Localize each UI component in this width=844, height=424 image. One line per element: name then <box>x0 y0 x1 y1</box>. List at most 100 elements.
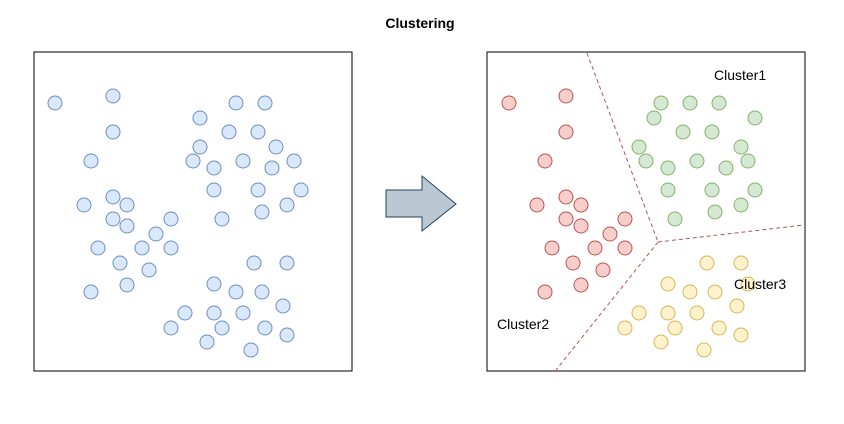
output-panel <box>486 51 806 372</box>
cluster1-point <box>675 124 691 140</box>
cluster1-point <box>660 182 676 198</box>
clustered-points <box>501 88 763 358</box>
unclustered-point <box>279 327 295 343</box>
unclustered-point <box>134 240 150 256</box>
unclustered-point <box>228 95 244 111</box>
unclustered-point <box>250 182 266 198</box>
unclustered-point <box>199 334 215 350</box>
unclustered-point <box>275 298 291 314</box>
cluster2-point <box>565 255 581 271</box>
cluster2-point <box>544 240 560 256</box>
right-arrow-icon <box>385 174 457 233</box>
cluster1-point <box>747 182 763 198</box>
unclustered-point <box>214 320 230 336</box>
unclustered-point <box>279 197 295 213</box>
unclustered-point <box>254 204 270 220</box>
cluster1-point <box>711 95 727 111</box>
cluster1-point <box>689 153 705 169</box>
boundary-line-3 <box>555 241 659 371</box>
cluster2-point <box>501 95 517 111</box>
cluster3-point <box>689 305 705 321</box>
unclustered-point <box>112 255 128 271</box>
cluster2-point <box>595 262 611 278</box>
unclustered-point <box>257 95 273 111</box>
unclustered-point <box>119 277 135 293</box>
unclustered-point <box>163 211 179 227</box>
unclustered-point <box>105 189 121 205</box>
unclustered-point <box>250 124 266 140</box>
unclustered-point <box>105 211 121 227</box>
unclustered-point <box>254 284 270 300</box>
unclustered-point <box>105 124 121 140</box>
unclustered-point <box>83 153 99 169</box>
cluster3-point <box>707 284 723 300</box>
cluster3-point <box>711 320 727 336</box>
cluster1-point <box>718 160 734 176</box>
cluster3-point <box>733 327 749 343</box>
unclustered-point <box>105 88 121 104</box>
cluster3-point <box>660 276 676 292</box>
cluster1-point <box>707 204 723 220</box>
unclustered-point <box>268 139 284 155</box>
unclustered-point <box>279 255 295 271</box>
unclustered-point <box>228 284 244 300</box>
cluster3-label: Cluster3 <box>734 276 786 292</box>
cluster2-point <box>573 277 589 293</box>
unclustered-points <box>47 88 309 358</box>
unclustered-point <box>192 110 208 126</box>
unclustered-point <box>141 262 157 278</box>
cluster1-point <box>682 95 698 111</box>
cluster1-point <box>667 211 683 227</box>
cluster2-point <box>529 197 545 213</box>
cluster3-point <box>617 320 633 336</box>
unclustered-point <box>47 95 63 111</box>
boundary-line-1 <box>586 52 659 243</box>
unclustered-point <box>206 305 222 321</box>
cluster1-label: Cluster1 <box>714 67 766 83</box>
cluster1-point <box>733 197 749 213</box>
cluster1-point <box>631 139 647 155</box>
cluster3-point <box>667 320 683 336</box>
unclustered-point <box>293 182 309 198</box>
unclustered-point <box>286 153 302 169</box>
cluster2-point <box>617 240 633 256</box>
cluster3-point <box>740 276 756 292</box>
unclustered-point <box>148 226 164 242</box>
unclustered-point <box>206 276 222 292</box>
cluster3-point <box>733 255 749 271</box>
cluster2-label: Cluster2 <box>497 316 549 332</box>
unclustered-point <box>221 124 237 140</box>
cluster3-point <box>660 305 676 321</box>
cluster1-point <box>646 110 662 126</box>
unclustered-point <box>214 211 230 227</box>
unclustered-point <box>177 305 193 321</box>
unclustered-point <box>90 240 106 256</box>
unclustered-point <box>235 305 251 321</box>
cluster3-point <box>653 334 669 350</box>
cluster2-point <box>587 240 603 256</box>
diagram-title: Clustering <box>385 15 454 31</box>
unclustered-point <box>119 218 135 234</box>
unclustered-point <box>76 197 92 213</box>
unclustered-point <box>246 255 262 271</box>
cluster3-point <box>699 255 715 271</box>
cluster1-point <box>747 110 763 126</box>
cluster1-point <box>638 153 654 169</box>
cluster2-point <box>558 189 574 205</box>
cluster2-point <box>537 153 553 169</box>
unclustered-point <box>206 160 222 176</box>
cluster2-point <box>558 211 574 227</box>
cluster1-point <box>733 139 749 155</box>
cluster1-point <box>653 95 669 111</box>
unclustered-point <box>119 197 135 213</box>
unclustered-point <box>163 320 179 336</box>
cluster2-point <box>617 211 633 227</box>
cluster2-point <box>558 124 574 140</box>
unclustered-point <box>206 182 222 198</box>
cluster3-point <box>682 284 698 300</box>
cluster2-point <box>573 218 589 234</box>
cluster3-point <box>729 298 745 314</box>
cluster3-point <box>696 342 712 358</box>
unclustered-point <box>243 342 259 358</box>
